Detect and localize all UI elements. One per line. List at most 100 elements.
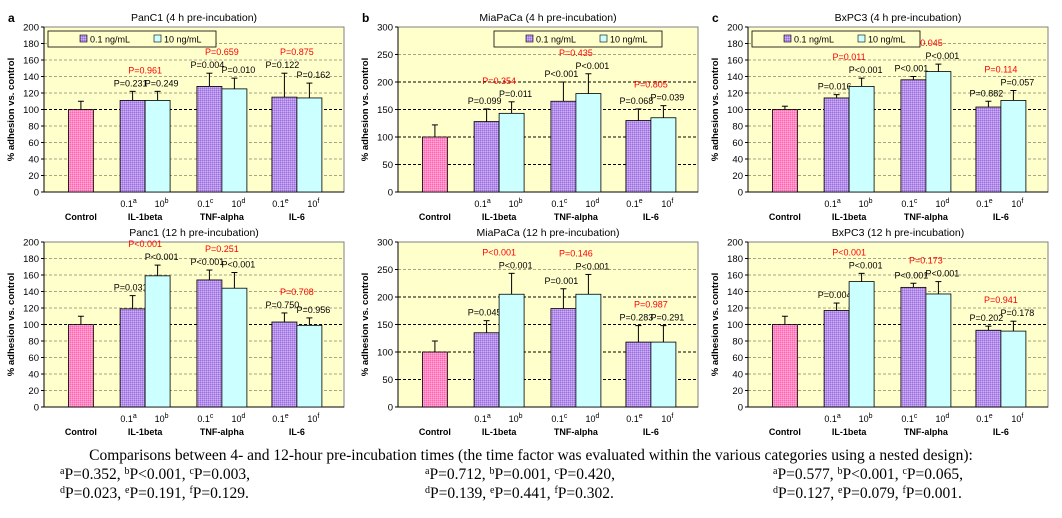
caption-column-1: aP=0.352, bP<0.001, cP=0.003, dP=0.023, e…: [60, 465, 250, 503]
p-value-vs-control: P=0.231: [114, 78, 148, 88]
bar-dose-high: [221, 88, 248, 193]
dose-value: 0.1: [824, 414, 837, 424]
caption-superscript: e: [838, 485, 843, 496]
p-value-vs-control: P=0.750: [266, 300, 300, 310]
dose-superscript: a: [487, 198, 491, 205]
legend-swatch-high: [153, 34, 162, 43]
dose-label: 0.1a: [120, 413, 137, 424]
y-tick-label: 60: [28, 353, 39, 364]
bar-dose-low: [625, 341, 652, 408]
legend-box: [751, 30, 921, 48]
chart-title: BxPC3 (12 h pre-incubation): [832, 227, 965, 239]
category-label: Control: [769, 427, 801, 437]
bar-dose-high: [296, 97, 323, 193]
dose-superscript: f: [317, 198, 319, 205]
bar-control: [772, 109, 798, 193]
y-tick-label: 160: [727, 271, 743, 282]
caption-p-value: P<0.001,: [842, 466, 903, 483]
legend-box: [493, 30, 663, 48]
dose-label: 10d: [585, 198, 599, 209]
legend-box: [47, 30, 217, 48]
caption-superscript: d: [60, 485, 65, 496]
dose-superscript: c: [564, 198, 568, 205]
caption-p-value: P=0.352,: [64, 466, 125, 483]
bar-dose-low: [550, 308, 577, 408]
dose-label: 0.1e: [976, 413, 993, 424]
dose-value: 10: [859, 199, 869, 209]
bar-dose-high: [575, 293, 602, 408]
p-value-vs-control: P=0.039: [651, 93, 685, 103]
caption-superscript: f: [554, 485, 558, 496]
caption-p-value: P=0.420,: [558, 466, 616, 483]
dose-label: 0.1a: [824, 413, 841, 424]
p-value-time-comparison: P=0.011: [833, 52, 866, 62]
caption-p-value: P=0.079,: [842, 485, 903, 502]
y-tick-label: 200: [727, 238, 743, 249]
y-tick-label: 150: [377, 105, 393, 116]
dose-label: 0.1a: [824, 198, 841, 209]
dose-superscript: b: [165, 198, 169, 205]
category-label: IL-1beta: [832, 427, 868, 437]
dose-value: 0.1: [551, 199, 564, 209]
dose-value: 0.1: [120, 199, 133, 209]
caption-line: dP=0.139, eP=0.441, fP=0.302.: [425, 484, 615, 503]
legend-label-low: 0.1 ng/mL: [90, 35, 130, 45]
dose-superscript: d: [945, 198, 949, 205]
bar-dose-high: [848, 281, 875, 408]
dose-superscript: e: [639, 198, 643, 205]
p-value-vs-control: P=0.004: [818, 290, 852, 300]
dose-value: 0.1: [901, 414, 914, 424]
y-tick-label: 200: [377, 293, 393, 304]
y-tick-label: 200: [377, 78, 393, 89]
dose-value: 0.1: [626, 199, 639, 209]
y-tick-label: 250: [377, 265, 393, 276]
dose-superscript: c: [210, 413, 214, 420]
p-value-vs-control: P=0.011: [499, 89, 532, 99]
caption-p-value: P=0.302.: [557, 485, 614, 502]
dose-value: 0.1: [120, 414, 133, 424]
y-tick-label: 50: [382, 160, 393, 171]
y-tick-label: 120: [23, 89, 39, 100]
y-axis-label: % adhesion vs. control: [710, 58, 721, 161]
y-tick-label: 100: [23, 320, 39, 331]
bar-dose-low: [823, 97, 850, 193]
dose-value: 10: [859, 414, 869, 424]
category-label: IL-6: [643, 212, 659, 222]
p-value-vs-control: P=0.162: [297, 70, 331, 80]
dose-superscript: e: [989, 413, 993, 420]
bar-dose-low: [119, 308, 146, 408]
y-tick-label: 160: [23, 271, 39, 282]
caption-p-value: P=0.191,: [129, 485, 190, 502]
p-value-vs-control: P<0.001: [499, 260, 533, 270]
chart-panel-4: 0 20 40 60 80 100 120 140 160 180 200 Panc1 (12 h p…: [6, 227, 345, 437]
dose-superscript: e: [639, 413, 643, 420]
dose-value: 10: [661, 414, 671, 424]
y-tick-label: 120: [727, 89, 743, 100]
dose-value: 10: [1011, 414, 1021, 424]
y-tick-label: 40: [732, 155, 743, 166]
y-tick-label: 250: [377, 50, 393, 61]
dose-label: 10f: [1011, 198, 1023, 209]
dose-superscript: b: [869, 198, 873, 205]
y-tick-label: 200: [23, 238, 39, 249]
caption-p-value: P=0.003,: [193, 466, 251, 483]
category-label: TNF-alpha: [554, 212, 599, 222]
bar-dose-low: [823, 310, 850, 408]
bar-dose-high: [498, 293, 525, 408]
caption-line: dP=0.023, eP=0.191, fP=0.129.: [60, 484, 250, 503]
p-value-vs-control: P=0.291: [651, 313, 685, 323]
p-value-time-comparison: P=0.435: [559, 48, 593, 58]
dose-superscript: f: [1021, 413, 1023, 420]
p-value-time-comparison: P=0.961: [128, 65, 162, 75]
y-tick-label: 100: [377, 348, 393, 359]
bar-control: [421, 136, 448, 193]
chart-title: MiaPaCa (4 h pre-incubation): [479, 12, 616, 24]
p-value-time-comparison: P=0.941: [984, 295, 1018, 305]
bar-dose-high: [848, 86, 875, 193]
p-value-vs-control: P=0.882: [970, 88, 1004, 98]
p-value-vs-control: P=0.068: [620, 96, 654, 106]
p-value-vs-control: P=0.178: [1001, 308, 1035, 318]
y-tick-label: 20: [28, 171, 39, 182]
dose-label: 0.1a: [474, 198, 491, 209]
